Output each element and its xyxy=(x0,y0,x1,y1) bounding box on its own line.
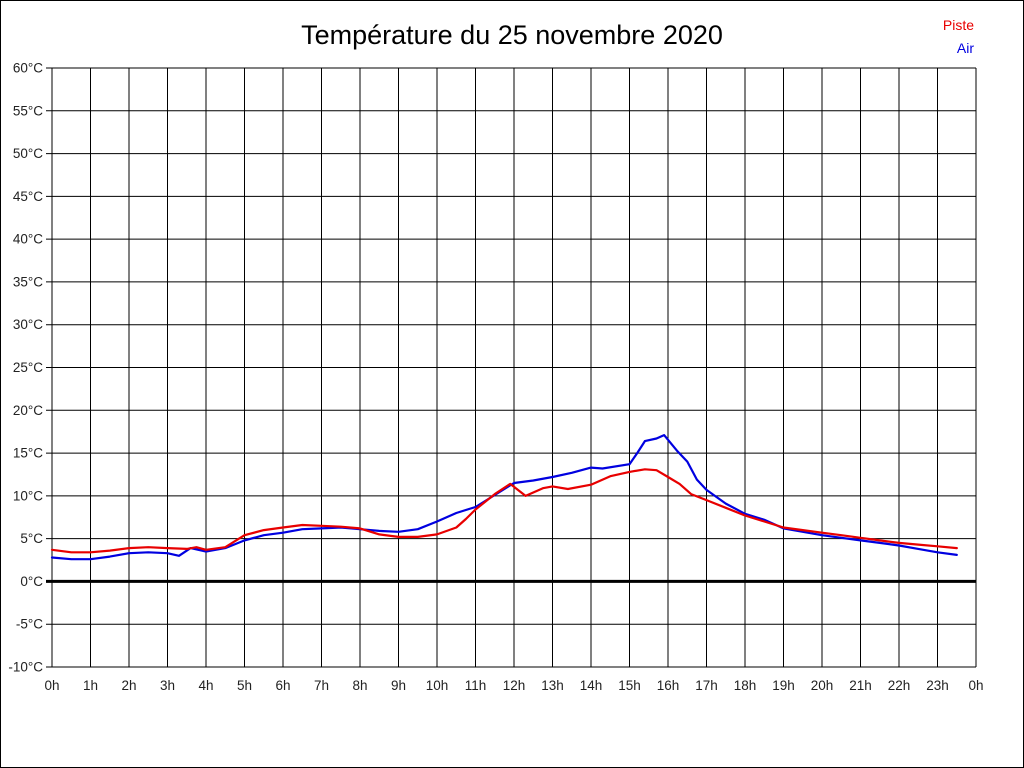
svg-text:15°C: 15°C xyxy=(13,446,43,461)
svg-text:20°C: 20°C xyxy=(13,403,43,418)
svg-text:60°C: 60°C xyxy=(13,61,43,76)
legend-label-piste: Piste xyxy=(942,17,974,33)
svg-text:30°C: 30°C xyxy=(13,317,43,332)
svg-text:12h: 12h xyxy=(503,678,526,693)
svg-text:25°C: 25°C xyxy=(13,360,43,375)
svg-text:11h: 11h xyxy=(465,678,487,693)
svg-text:8h: 8h xyxy=(352,678,367,693)
svg-text:10h: 10h xyxy=(426,678,449,693)
svg-text:-5°C: -5°C xyxy=(16,617,43,632)
svg-text:0h: 0h xyxy=(968,678,983,693)
svg-text:50°C: 50°C xyxy=(13,146,43,161)
svg-text:55°C: 55°C xyxy=(13,103,43,118)
svg-text:0°C: 0°C xyxy=(20,574,43,589)
svg-text:18h: 18h xyxy=(734,678,757,693)
svg-text:17h: 17h xyxy=(695,678,718,693)
svg-text:45°C: 45°C xyxy=(13,189,43,204)
svg-text:10°C: 10°C xyxy=(13,488,43,503)
svg-text:40°C: 40°C xyxy=(13,232,43,247)
svg-text:3h: 3h xyxy=(160,678,175,693)
svg-text:5°C: 5°C xyxy=(20,531,43,546)
svg-text:13h: 13h xyxy=(541,678,564,693)
svg-text:21h: 21h xyxy=(849,678,872,693)
svg-text:-10°C: -10°C xyxy=(8,660,43,675)
svg-text:9h: 9h xyxy=(391,678,406,693)
svg-text:0h: 0h xyxy=(44,678,59,693)
legend-label-air: Air xyxy=(956,40,974,56)
svg-text:16h: 16h xyxy=(657,678,680,693)
svg-text:22h: 22h xyxy=(888,678,911,693)
svg-text:14h: 14h xyxy=(580,678,603,693)
svg-text:4h: 4h xyxy=(198,678,213,693)
svg-text:1h: 1h xyxy=(83,678,98,693)
svg-text:19h: 19h xyxy=(772,678,795,693)
svg-text:15h: 15h xyxy=(618,678,641,693)
svg-text:23h: 23h xyxy=(926,678,949,693)
svg-text:5h: 5h xyxy=(237,678,252,693)
chart-title: Température du 25 novembre 2020 xyxy=(301,20,723,50)
svg-text:20h: 20h xyxy=(811,678,834,693)
svg-text:7h: 7h xyxy=(314,678,329,693)
svg-text:35°C: 35°C xyxy=(13,274,43,289)
svg-text:2h: 2h xyxy=(121,678,136,693)
chart-legend: Piste Air xyxy=(943,14,974,60)
svg-text:6h: 6h xyxy=(275,678,290,693)
